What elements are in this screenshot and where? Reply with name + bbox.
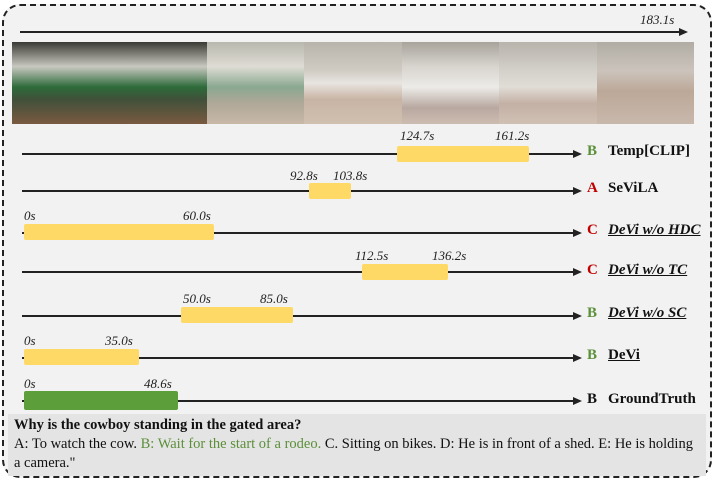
video-frame (12, 42, 110, 124)
video-frame (206, 42, 305, 124)
answer-letter: B (587, 391, 598, 407)
arrow-icon (573, 354, 582, 362)
option-a: A: To watch the cow. (14, 436, 138, 452)
options-c-e: C. Sitting on bikes. D: He is in front o… (14, 436, 693, 471)
end-time: 136.2s (432, 248, 467, 263)
arrow-icon (573, 150, 582, 158)
start-time: 0s (24, 333, 36, 348)
arrow-icon (573, 187, 582, 195)
end-time: 48.6s (144, 376, 172, 391)
predicted-segment (309, 183, 351, 199)
video-frames (12, 42, 694, 124)
end-time: 85.0s (260, 291, 288, 306)
video-frame (401, 42, 500, 124)
answer-letter: A (587, 180, 598, 196)
predicted-segment (362, 264, 448, 280)
end-time: 103.8s (333, 168, 368, 183)
ground-truth-segment (24, 391, 178, 410)
arrow-icon (573, 268, 582, 276)
end-time: 60.0s (183, 208, 211, 223)
method-label: Temp[CLIP] (608, 143, 690, 159)
predicted-segment (24, 349, 139, 365)
method-label: DeVi w/o TC (608, 262, 688, 278)
answer-letter: C (587, 222, 598, 238)
start-time: 92.8s (290, 168, 318, 183)
answer-options: A: To watch the cow. B: Wait for the sta… (14, 435, 700, 473)
start-time: 112.5s (355, 248, 389, 263)
predicted-segment (181, 307, 293, 323)
video-frame (499, 42, 597, 124)
end-time: 161.2s (495, 128, 530, 143)
end-time: 35.0s (105, 333, 133, 348)
predicted-segment (397, 146, 529, 162)
video-frame (109, 42, 207, 124)
start-time: 0s (24, 208, 36, 223)
answer-letter: C (587, 262, 598, 278)
answer-letter: B (587, 305, 598, 321)
arrow-icon (679, 28, 688, 36)
method-label: GroundTruth (608, 391, 696, 407)
method-label: DeVi (608, 347, 640, 363)
duration-label: 183.1s (640, 12, 675, 27)
question-box: Why is the cowboy standing in the gated … (8, 414, 706, 476)
start-time: 50.0s (183, 291, 211, 306)
option-b-correct: B: Wait for the start of a rodeo. (140, 436, 322, 452)
answer-letter: B (587, 347, 598, 363)
predicted-segment (24, 224, 214, 240)
question-text: Why is the cowboy standing in the gated … (14, 417, 302, 433)
video-frame (304, 42, 402, 124)
video-frame (596, 42, 694, 124)
answer-letter: B (587, 143, 598, 159)
video-timeline (20, 31, 680, 33)
method-label: DeVi w/o HDC (608, 222, 701, 238)
start-time: 0s (24, 376, 36, 391)
start-time: 124.7s (400, 128, 435, 143)
arrow-icon (573, 397, 582, 405)
arrow-icon (573, 229, 582, 237)
method-label: DeVi w/o SC (608, 305, 687, 321)
method-label: SeViLA (608, 180, 659, 196)
arrow-icon (573, 312, 582, 320)
